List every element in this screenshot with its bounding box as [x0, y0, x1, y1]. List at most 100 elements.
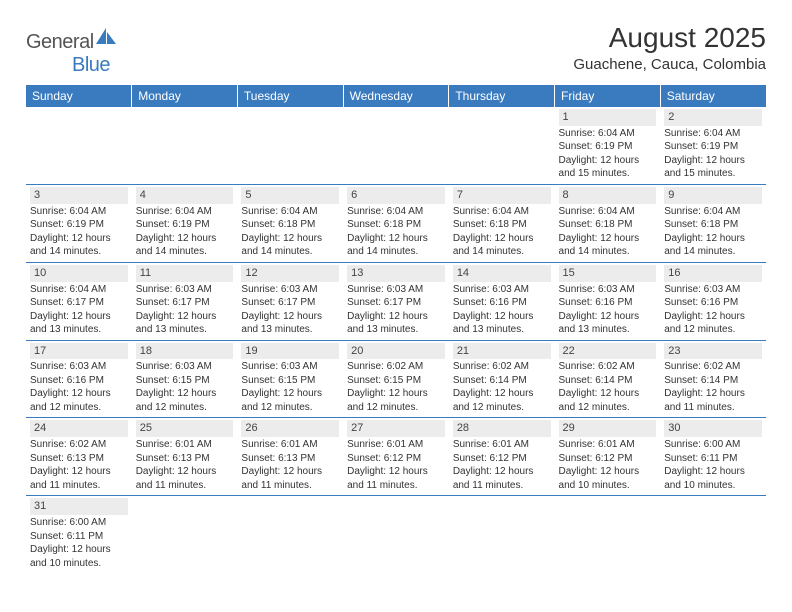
- sunset-line: Sunset: 6:13 PM: [241, 452, 339, 466]
- day-cell-content: 13Sunrise: 6:03 AMSunset: 6:17 PMDayligh…: [343, 263, 449, 340]
- day-cell-content: 7Sunrise: 6:04 AMSunset: 6:18 PMDaylight…: [449, 185, 555, 262]
- daylight-line: Daylight: 12 hours and 11 minutes.: [136, 465, 234, 492]
- day-number: 19: [241, 343, 339, 360]
- sunset-line: Sunset: 6:14 PM: [559, 374, 657, 388]
- day-cell-content: 6Sunrise: 6:04 AMSunset: 6:18 PMDaylight…: [343, 185, 449, 262]
- logo-text: GeneralBlue: [26, 28, 118, 77]
- weekday-header: Sunday: [26, 85, 132, 107]
- sunrise-line: Sunrise: 6:04 AM: [30, 205, 128, 219]
- sunrise-line: Sunrise: 6:02 AM: [664, 360, 762, 374]
- daylight-line: Daylight: 12 hours and 12 minutes.: [136, 387, 234, 414]
- sunset-line: Sunset: 6:11 PM: [30, 530, 128, 544]
- sunset-line: Sunset: 6:18 PM: [559, 218, 657, 232]
- logo-word-general: General: [26, 31, 94, 53]
- sunset-line: Sunset: 6:18 PM: [241, 218, 339, 232]
- sunset-line: Sunset: 6:19 PM: [30, 218, 128, 232]
- day-cell-content: 9Sunrise: 6:04 AMSunset: 6:18 PMDaylight…: [660, 185, 766, 262]
- sunset-line: Sunset: 6:18 PM: [453, 218, 551, 232]
- sunrise-line: Sunrise: 6:01 AM: [453, 438, 551, 452]
- day-number: 7: [453, 187, 551, 204]
- day-cell-content: 30Sunrise: 6:00 AMSunset: 6:11 PMDayligh…: [660, 418, 766, 495]
- calendar-cell: 21Sunrise: 6:02 AMSunset: 6:14 PMDayligh…: [449, 340, 555, 418]
- day-cell-content: 11Sunrise: 6:03 AMSunset: 6:17 PMDayligh…: [132, 263, 238, 340]
- title-block: August 2025 Guachene, Cauca, Colombia: [573, 22, 766, 73]
- day-cell-content: 20Sunrise: 6:02 AMSunset: 6:15 PMDayligh…: [343, 341, 449, 418]
- sunset-line: Sunset: 6:17 PM: [241, 296, 339, 310]
- calendar-week-row: 1Sunrise: 6:04 AMSunset: 6:19 PMDaylight…: [26, 107, 766, 184]
- sunrise-line: Sunrise: 6:03 AM: [347, 283, 445, 297]
- calendar-cell: 2Sunrise: 6:04 AMSunset: 6:19 PMDaylight…: [660, 107, 766, 184]
- sunset-line: Sunset: 6:15 PM: [241, 374, 339, 388]
- day-cell-content: 25Sunrise: 6:01 AMSunset: 6:13 PMDayligh…: [132, 418, 238, 495]
- day-cell-content: 23Sunrise: 6:02 AMSunset: 6:14 PMDayligh…: [660, 341, 766, 418]
- day-number: 14: [453, 265, 551, 282]
- day-cell-content: 27Sunrise: 6:01 AMSunset: 6:12 PMDayligh…: [343, 418, 449, 495]
- sunrise-line: Sunrise: 6:03 AM: [453, 283, 551, 297]
- sunset-line: Sunset: 6:12 PM: [347, 452, 445, 466]
- sunrise-line: Sunrise: 6:02 AM: [559, 360, 657, 374]
- sunset-line: Sunset: 6:18 PM: [347, 218, 445, 232]
- sunrise-line: Sunrise: 6:04 AM: [136, 205, 234, 219]
- day-number: 15: [559, 265, 657, 282]
- day-cell-content: 19Sunrise: 6:03 AMSunset: 6:15 PMDayligh…: [237, 341, 343, 418]
- sunrise-line: Sunrise: 6:01 AM: [559, 438, 657, 452]
- calendar-cell: 26Sunrise: 6:01 AMSunset: 6:13 PMDayligh…: [237, 418, 343, 496]
- calendar-cell: 19Sunrise: 6:03 AMSunset: 6:15 PMDayligh…: [237, 340, 343, 418]
- day-cell-content: 17Sunrise: 6:03 AMSunset: 6:16 PMDayligh…: [26, 341, 132, 418]
- sunrise-line: Sunrise: 6:00 AM: [664, 438, 762, 452]
- calendar-body: 1Sunrise: 6:04 AMSunset: 6:19 PMDaylight…: [26, 107, 766, 573]
- calendar-table: Sunday Monday Tuesday Wednesday Thursday…: [26, 85, 766, 573]
- sunset-line: Sunset: 6:16 PM: [453, 296, 551, 310]
- sunset-line: Sunset: 6:15 PM: [347, 374, 445, 388]
- calendar-cell: 10Sunrise: 6:04 AMSunset: 6:17 PMDayligh…: [26, 262, 132, 340]
- day-number: 21: [453, 343, 551, 360]
- day-cell-content: 29Sunrise: 6:01 AMSunset: 6:12 PMDayligh…: [555, 418, 661, 495]
- sunset-line: Sunset: 6:14 PM: [453, 374, 551, 388]
- day-number: 1: [559, 109, 657, 126]
- calendar-cell: 15Sunrise: 6:03 AMSunset: 6:16 PMDayligh…: [555, 262, 661, 340]
- sunrise-line: Sunrise: 6:03 AM: [664, 283, 762, 297]
- location-label: Guachene, Cauca, Colombia: [573, 56, 766, 73]
- sunrise-line: Sunrise: 6:03 AM: [241, 360, 339, 374]
- calendar-cell: 14Sunrise: 6:03 AMSunset: 6:16 PMDayligh…: [449, 262, 555, 340]
- day-cell-content: 1Sunrise: 6:04 AMSunset: 6:19 PMDaylight…: [555, 107, 661, 184]
- day-cell-content: 18Sunrise: 6:03 AMSunset: 6:15 PMDayligh…: [132, 341, 238, 418]
- daylight-line: Daylight: 12 hours and 14 minutes.: [664, 232, 762, 259]
- calendar-cell: 20Sunrise: 6:02 AMSunset: 6:15 PMDayligh…: [343, 340, 449, 418]
- daylight-line: Daylight: 12 hours and 11 minutes.: [30, 465, 128, 492]
- sunrise-line: Sunrise: 6:03 AM: [136, 360, 234, 374]
- day-number: 11: [136, 265, 234, 282]
- calendar-cell: 28Sunrise: 6:01 AMSunset: 6:12 PMDayligh…: [449, 418, 555, 496]
- sunrise-line: Sunrise: 6:04 AM: [30, 283, 128, 297]
- day-number: 29: [559, 420, 657, 437]
- day-number: 25: [136, 420, 234, 437]
- daylight-line: Daylight: 12 hours and 14 minutes.: [30, 232, 128, 259]
- sunrise-line: Sunrise: 6:04 AM: [347, 205, 445, 219]
- calendar-week-row: 3Sunrise: 6:04 AMSunset: 6:19 PMDaylight…: [26, 184, 766, 262]
- daylight-line: Daylight: 12 hours and 14 minutes.: [136, 232, 234, 259]
- calendar-cell: 25Sunrise: 6:01 AMSunset: 6:13 PMDayligh…: [132, 418, 238, 496]
- sunrise-line: Sunrise: 6:01 AM: [241, 438, 339, 452]
- day-number: 18: [136, 343, 234, 360]
- day-number: 8: [559, 187, 657, 204]
- calendar-cell: [132, 496, 238, 573]
- calendar-cell: [132, 107, 238, 184]
- sunset-line: Sunset: 6:15 PM: [136, 374, 234, 388]
- calendar-cell: [26, 107, 132, 184]
- sunrise-line: Sunrise: 6:02 AM: [347, 360, 445, 374]
- calendar-week-row: 31Sunrise: 6:00 AMSunset: 6:11 PMDayligh…: [26, 496, 766, 573]
- calendar-cell: 11Sunrise: 6:03 AMSunset: 6:17 PMDayligh…: [132, 262, 238, 340]
- weekday-header: Thursday: [449, 85, 555, 107]
- day-number: 31: [30, 498, 128, 515]
- daylight-line: Daylight: 12 hours and 10 minutes.: [664, 465, 762, 492]
- day-cell-content: 26Sunrise: 6:01 AMSunset: 6:13 PMDayligh…: [237, 418, 343, 495]
- day-number: 24: [30, 420, 128, 437]
- daylight-line: Daylight: 12 hours and 13 minutes.: [453, 310, 551, 337]
- day-cell-content: 2Sunrise: 6:04 AMSunset: 6:19 PMDaylight…: [660, 107, 766, 184]
- sunset-line: Sunset: 6:17 PM: [136, 296, 234, 310]
- daylight-line: Daylight: 12 hours and 15 minutes.: [559, 154, 657, 181]
- sunrise-line: Sunrise: 6:00 AM: [30, 516, 128, 530]
- sunset-line: Sunset: 6:16 PM: [559, 296, 657, 310]
- calendar-cell: 27Sunrise: 6:01 AMSunset: 6:12 PMDayligh…: [343, 418, 449, 496]
- sunset-line: Sunset: 6:14 PM: [664, 374, 762, 388]
